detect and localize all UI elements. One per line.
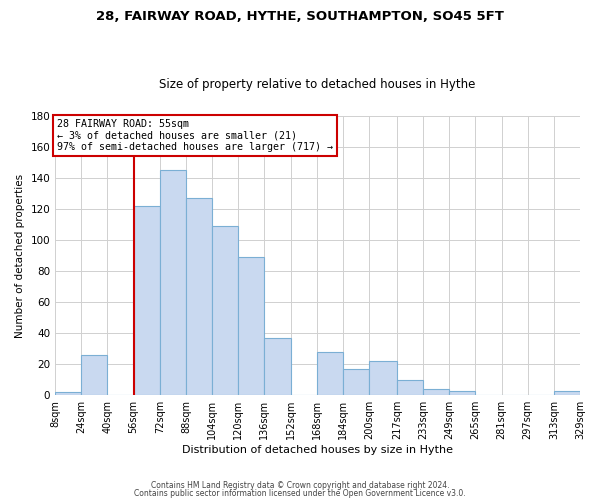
Bar xyxy=(212,226,238,395)
Bar xyxy=(449,390,475,395)
Text: 28 FAIRWAY ROAD: 55sqm
← 3% of detached houses are smaller (21)
97% of semi-deta: 28 FAIRWAY ROAD: 55sqm ← 3% of detached … xyxy=(57,119,333,152)
Bar xyxy=(423,389,449,395)
Text: 28, FAIRWAY ROAD, HYTHE, SOUTHAMPTON, SO45 5FT: 28, FAIRWAY ROAD, HYTHE, SOUTHAMPTON, SO… xyxy=(96,10,504,23)
Text: Contains public sector information licensed under the Open Government Licence v3: Contains public sector information licen… xyxy=(134,488,466,498)
Bar xyxy=(554,390,580,395)
Bar xyxy=(317,352,343,395)
Bar xyxy=(82,355,107,395)
Y-axis label: Number of detached properties: Number of detached properties xyxy=(15,174,25,338)
Text: Contains HM Land Registry data © Crown copyright and database right 2024.: Contains HM Land Registry data © Crown c… xyxy=(151,481,449,490)
Bar xyxy=(55,392,82,395)
X-axis label: Distribution of detached houses by size in Hythe: Distribution of detached houses by size … xyxy=(182,445,453,455)
Bar xyxy=(343,369,369,395)
Bar xyxy=(160,170,186,395)
Bar xyxy=(397,380,423,395)
Title: Size of property relative to detached houses in Hythe: Size of property relative to detached ho… xyxy=(160,78,476,91)
Bar xyxy=(265,338,290,395)
Bar xyxy=(369,361,397,395)
Bar xyxy=(238,257,265,395)
Bar xyxy=(134,206,160,395)
Bar xyxy=(186,198,212,395)
